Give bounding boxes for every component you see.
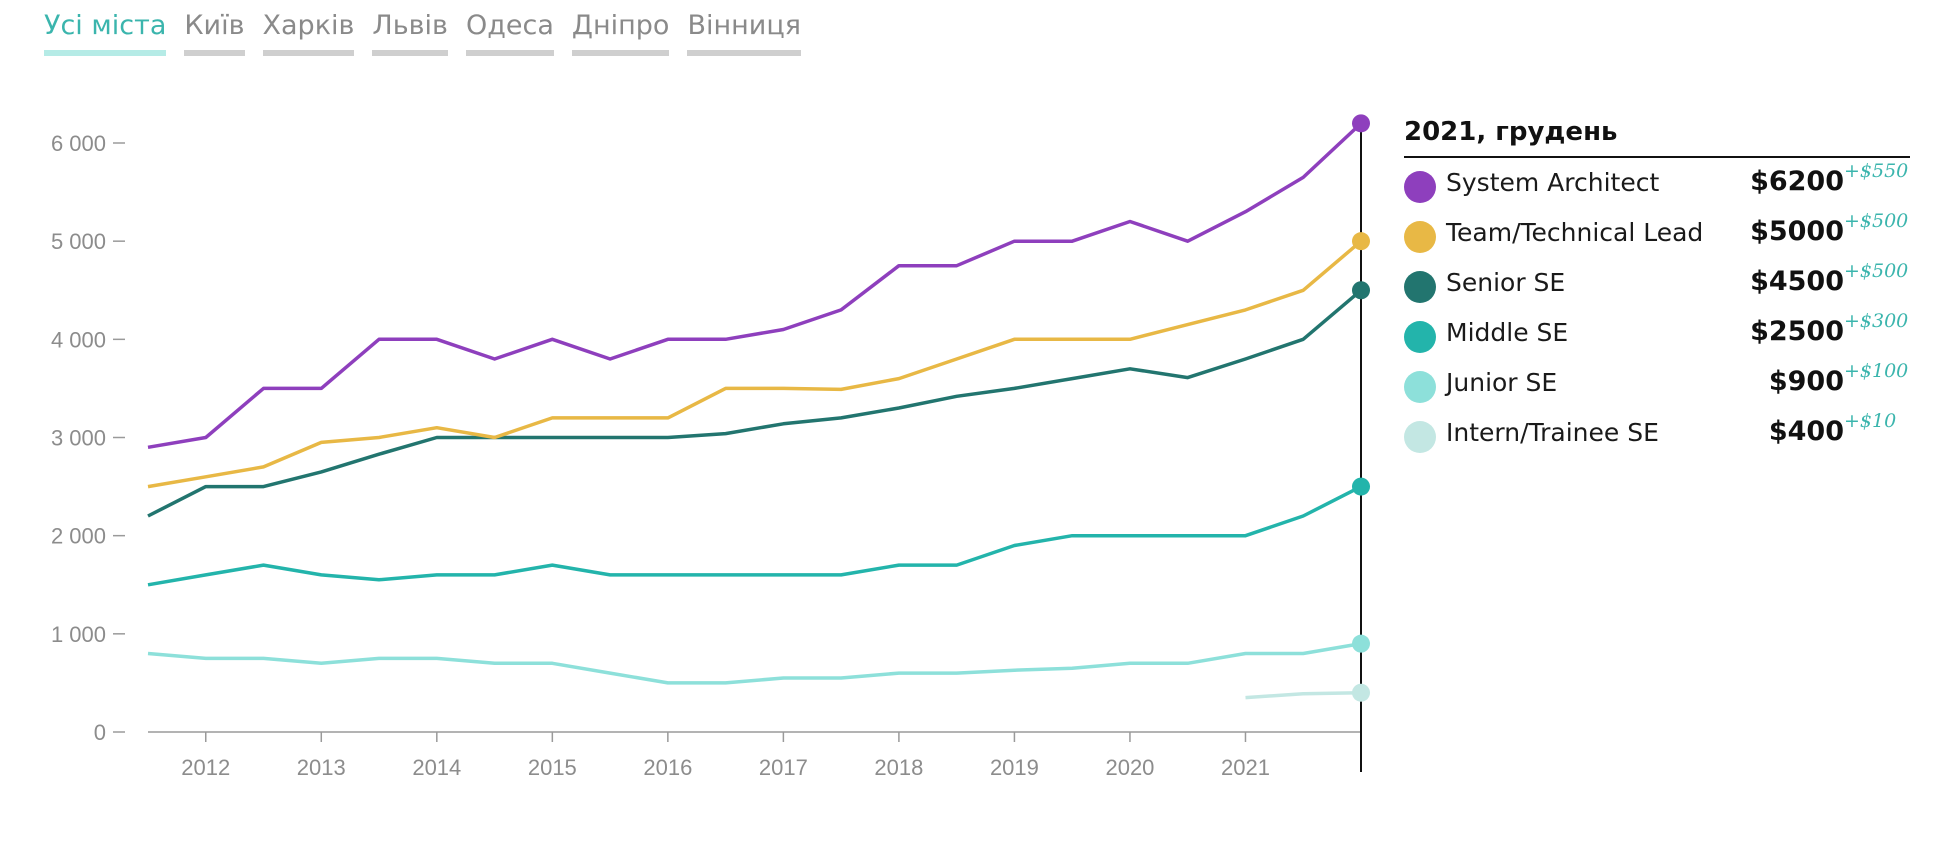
series-line-intern-trainee-se — [1245, 690, 1362, 700]
legend-swatch — [1404, 271, 1436, 303]
tab-dnipro[interactable]: Дніпро — [571, 8, 670, 56]
legend-item-value: $4500 — [1750, 266, 1844, 297]
legend-item: Middle SE $2500 +$300 — [1404, 308, 1910, 358]
x-tick-label: 2014 — [412, 755, 461, 780]
legend-item-change: +$100 — [1844, 360, 1909, 382]
legend-item-name: Senior SE — [1446, 268, 1566, 297]
x-tick-label: 2015 — [528, 755, 577, 780]
x-tick-label: 2013 — [297, 755, 346, 780]
legend-item-change: +$10 — [1844, 410, 1897, 432]
legend-item-value: $5000 — [1750, 216, 1844, 247]
x-tick-label: 2019 — [990, 755, 1039, 780]
endpoint-team-technical-lead — [1352, 232, 1370, 251]
legend-swatch — [1404, 221, 1436, 253]
legend-item-value: $900 — [1768, 366, 1844, 397]
legend-item-name: System Architect — [1446, 168, 1660, 197]
tab-odesa[interactable]: Одеса — [465, 8, 554, 56]
endpoint-intern-trainee-se — [1352, 683, 1370, 702]
legend-rows: System Architect $6200 +$550 Team/Technical… — [1404, 158, 1910, 458]
series-line-system-architect — [147, 122, 1363, 450]
legend-item-name: Team/Technical Lead — [1446, 218, 1704, 247]
legend-item-value: $400 — [1768, 416, 1844, 447]
legend-item: Senior SE $4500 +$500 — [1404, 258, 1910, 308]
legend-swatch — [1404, 171, 1436, 203]
endpoint-senior-se — [1352, 281, 1370, 300]
series-line-junior-se — [147, 641, 1362, 685]
tab-kharkiv[interactable]: Харків — [262, 8, 355, 56]
legend-item: Junior SE $900 +$100 — [1404, 358, 1910, 408]
y-tick-label: 3 000 — [51, 426, 106, 451]
tab-vinnytsia[interactable]: Вінниця — [687, 8, 801, 56]
legend-swatch — [1404, 321, 1436, 353]
legend-item-name: Middle SE — [1446, 318, 1569, 347]
y-tick-label: 5 000 — [51, 229, 106, 254]
y-tick-label: 0 — [94, 720, 106, 745]
x-tick-label: 2017 — [759, 755, 808, 780]
endpoint-system-architect — [1352, 114, 1370, 133]
tab-all-cities[interactable]: Усі міста — [44, 8, 167, 56]
legend-title: 2021, грудень — [1404, 112, 1910, 158]
x-tick-label: 2021 — [1221, 755, 1270, 780]
legend-item-name: Intern/Trainee SE — [1446, 418, 1659, 447]
legend-item: Team/Technical Lead $5000 +$500 — [1404, 208, 1910, 258]
legend-item: Intern/Trainee SE $400 +$10 — [1404, 408, 1910, 458]
legend-item-value: $6200 — [1750, 166, 1844, 197]
city-tabs: Усі міста Київ Харків Львів Одеса Дніпро… — [44, 8, 819, 56]
endpoint-middle-se — [1352, 477, 1370, 496]
legend-item-name: Junior SE — [1446, 368, 1558, 397]
endpoint-junior-se — [1352, 634, 1370, 653]
legend-item-value: $2500 — [1750, 316, 1844, 347]
legend-swatch — [1404, 421, 1436, 453]
x-tick-label: 2012 — [181, 755, 230, 780]
y-tick-label: 2 000 — [51, 524, 106, 549]
x-tick-label: 2016 — [643, 755, 692, 780]
legend-swatch — [1404, 371, 1436, 403]
legend-item-change: +$500 — [1844, 210, 1909, 232]
legend-item-change: +$500 — [1844, 260, 1909, 282]
y-tick-label: 6 000 — [51, 131, 106, 156]
series-line-senior-se — [147, 288, 1363, 518]
y-tick-label: 1 000 — [51, 622, 106, 647]
series-line-team-technical-lead — [147, 239, 1363, 489]
legend-panel: 2021, грудень System Architect $6200 +$550… — [1404, 112, 1910, 458]
x-tick-label: 2020 — [1105, 755, 1154, 780]
legend-item: System Architect $6200 +$550 — [1404, 158, 1910, 208]
tab-kyiv[interactable]: Київ — [184, 8, 245, 56]
legend-item-change: +$300 — [1844, 310, 1909, 332]
tab-lviv[interactable]: Львів — [372, 8, 448, 56]
y-tick-label: 4 000 — [51, 327, 106, 352]
series-line-middle-se — [147, 485, 1362, 587]
legend-item-change: +$550 — [1844, 160, 1909, 182]
x-tick-label: 2018 — [874, 755, 923, 780]
